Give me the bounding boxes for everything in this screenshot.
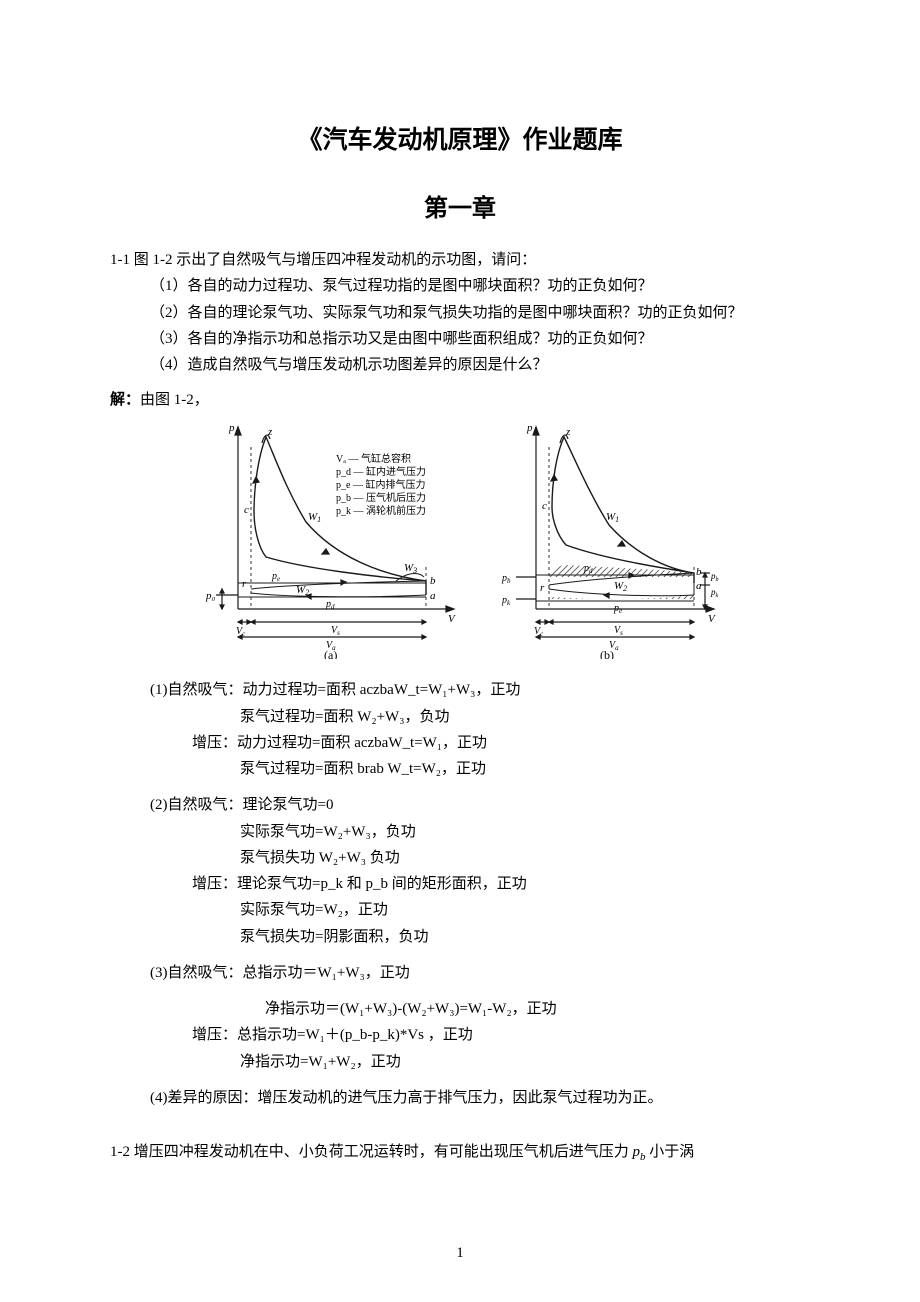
- chapter-heading: 第一章: [110, 188, 810, 223]
- pt-z-b: z: [565, 426, 571, 438]
- ans2-l6: 泵气损失功=阴影面积，负功: [110, 924, 810, 950]
- w1-label: W1: [308, 511, 321, 524]
- figure-a: p V p₀ pe pd: [196, 417, 466, 659]
- answer-prefix: 解：: [110, 392, 140, 408]
- ans1-l3: 增压：动力过程功=面积 aczbaW_t=W₁，正功: [110, 730, 810, 756]
- axis-v-label-b: V: [708, 613, 716, 625]
- w3-label: W3: [404, 562, 417, 575]
- doc-title: 《汽车发动机原理》作业题库: [110, 120, 810, 156]
- ans3-l2: 净指示功＝(W₁+W₃)-(W₂+W₃)=W₁-W₂，正功: [110, 996, 810, 1022]
- w2-label: W2: [296, 584, 309, 597]
- svg-text:pk: pk: [710, 587, 719, 599]
- w1-label-b: W1: [606, 511, 619, 524]
- q2-text: 1-2 增压四冲程发动机在中、小负荷工况运转时，有可能出现压气机后进气压力 pb…: [110, 1144, 694, 1160]
- ans1-l2: 泵气过程功=面积 W₂+W₃，负功: [110, 704, 810, 730]
- pt-b-b: b: [696, 566, 702, 578]
- ans2-l5: 实际泵气功=W₂，正功: [110, 897, 810, 923]
- answer-heading: 解：由图 1-2，: [110, 388, 810, 409]
- ans2-l1: (2)自然吸气：理论泵气功=0: [110, 792, 810, 818]
- ans4: (4)差异的原因：增压发动机的进气压力高于排气压力，因此泵气过程功为正。: [110, 1085, 810, 1111]
- ans3-l4: 净指示功=W₁+W₂，正功: [110, 1049, 810, 1075]
- legend-l1: Vₐ — 气缸总容积: [336, 452, 411, 465]
- pt-c: c: [244, 504, 249, 516]
- pt-c-b: c: [542, 500, 547, 512]
- w2-label-b: W2: [614, 580, 627, 593]
- figure-b: p V pk pb pb pk: [494, 417, 724, 659]
- pe-label-b: pe: [613, 603, 622, 615]
- pt-a-b: a: [696, 580, 702, 592]
- fig-b-caption: (b): [600, 648, 614, 659]
- vs-label: Vs: [331, 625, 340, 637]
- pt-b: b: [430, 575, 436, 587]
- q1-p4: （4）造成自然吸气与增压发动机示功图差异的原因是什么？: [110, 352, 810, 378]
- ans2-l3: 泵气损失功 W₂+W₃ 负功: [110, 845, 810, 871]
- pd-label: pd: [325, 599, 335, 611]
- pt-a: a: [430, 590, 436, 602]
- ans2-l2: 实际泵气功=W₂+W₃，负功: [110, 819, 810, 845]
- answer-rest: 由图 1-2，: [140, 392, 209, 408]
- legend-l2: p_d — 缸内进气压力: [336, 465, 426, 478]
- fig-a-caption: (a): [324, 648, 337, 659]
- pd-label-b: pd: [583, 563, 593, 575]
- figure-row: p V p₀ pe pd: [110, 417, 810, 659]
- pt-r: r: [242, 578, 247, 590]
- q2-line: 1-2 增压四冲程发动机在中、小负荷工况运转时，有可能出现压气机后进气压力 pb…: [110, 1139, 810, 1167]
- svg-text:pb: pb: [710, 571, 719, 583]
- vs-label-b: Vs: [614, 625, 623, 637]
- axis-p-label: p: [228, 422, 235, 434]
- pe-label: pe: [271, 571, 280, 583]
- ans1-l4: 泵气过程功=面积 brab W_t=W₂，正功: [110, 756, 810, 782]
- legend-l4: p_b — 压气机后压力: [336, 491, 426, 504]
- pk-label: pk: [501, 595, 511, 607]
- pt-z: z: [267, 426, 273, 438]
- axis-p-label-b: p: [526, 422, 533, 434]
- q1-p3: （3）各自的净指示功和总指示功又是由图中哪些面积组成？功的正负如何？: [110, 326, 810, 352]
- legend-l3: p_e — 缸内排气压力: [336, 478, 425, 491]
- axis-v-label: V: [448, 613, 456, 625]
- pt-r-b: r: [540, 582, 545, 594]
- ans3-l3: 增压：总指示功=W₁＋(p_b-p_k)*Vs ，正功: [110, 1022, 810, 1048]
- pb-label: pb: [501, 573, 511, 585]
- legend-l5: p_k — 涡轮机前压力: [336, 504, 426, 517]
- ans2-l4: 增压：理论泵气功=p_k 和 p_b 间的矩形面积，正功: [110, 871, 810, 897]
- q1-intro: 1-1 图 1-2 示出了自然吸气与增压四冲程发动机的示功图，请问：: [110, 247, 810, 273]
- ans3-l1: (3)自然吸气：总指示功＝W₁+W₃，正功: [110, 960, 810, 986]
- q1-p2: （2）各自的理论泵气功、实际泵气功和泵气损失功指的是图中哪块面积？功的正负如何？: [110, 300, 810, 326]
- ans1-l1: (1)自然吸气：动力过程功=面积 aczbaW_t=W₁+W₃，正功: [110, 677, 810, 703]
- q1-p1: （1）各自的动力过程功、泵气过程功指的是图中哪块面积？功的正负如何？: [110, 273, 810, 299]
- p0-label: p₀: [205, 590, 216, 602]
- page-number: 1: [0, 1245, 920, 1262]
